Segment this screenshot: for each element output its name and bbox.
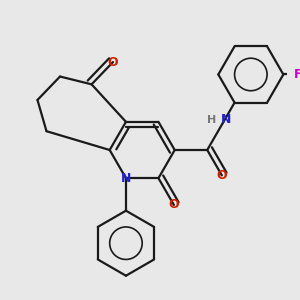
Text: H: H: [207, 115, 216, 125]
Text: N: N: [221, 113, 231, 127]
Text: O: O: [217, 169, 227, 182]
Text: N: N: [121, 172, 131, 185]
Text: O: O: [108, 56, 118, 69]
Text: F: F: [294, 68, 300, 81]
Text: O: O: [169, 198, 179, 212]
